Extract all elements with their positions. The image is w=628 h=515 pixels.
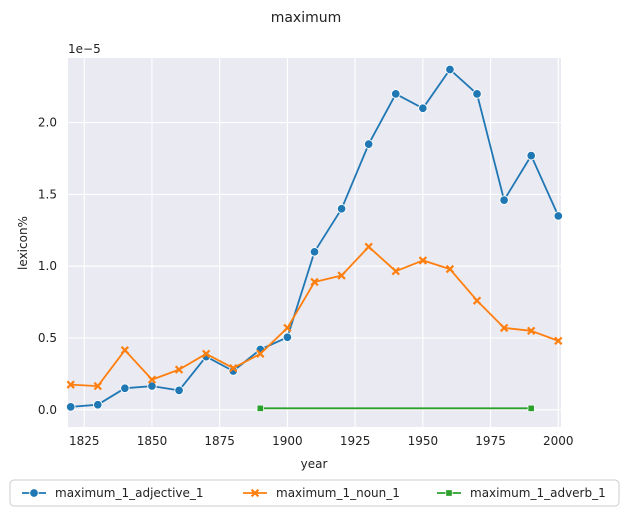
data-point xyxy=(336,204,347,214)
x-axis-label: year xyxy=(301,457,328,471)
data-point xyxy=(418,256,428,265)
series-layer xyxy=(65,64,564,412)
y-tick-label: 1.0 xyxy=(38,259,57,273)
data-point xyxy=(391,89,401,99)
x-tick-label: 1950 xyxy=(408,434,439,448)
data-point xyxy=(147,381,157,391)
x-tick-label: 2000 xyxy=(543,434,574,448)
data-point xyxy=(256,349,265,358)
data-point xyxy=(364,242,373,251)
legend-item: maximum_1_adverb_1 xyxy=(437,486,606,500)
legend-item: maximum_1_adjective_1 xyxy=(22,486,204,500)
data-point xyxy=(66,380,75,389)
data-point xyxy=(527,404,535,412)
data-point xyxy=(472,89,482,99)
x-tick-label: 1975 xyxy=(475,434,506,448)
data-point xyxy=(553,211,564,221)
data-point xyxy=(310,277,319,287)
data-point xyxy=(337,271,346,280)
data-point xyxy=(527,326,536,335)
legend-label: maximum_1_adjective_1 xyxy=(55,486,204,500)
plot-area xyxy=(68,58,561,427)
series-maximum_1_adjective_1 xyxy=(65,64,564,412)
y-tick-label: 0.5 xyxy=(38,331,57,345)
data-point xyxy=(309,247,320,257)
data-point xyxy=(472,296,482,305)
series-maximum_1_adverb_1 xyxy=(256,404,535,412)
x-tick-label: 1900 xyxy=(272,434,303,448)
data-point xyxy=(445,64,455,75)
data-point xyxy=(93,399,103,410)
y-axis-label: lexicon% xyxy=(16,216,30,270)
data-point xyxy=(418,103,428,114)
x-tick-label: 1825 xyxy=(69,434,100,448)
data-point xyxy=(174,365,184,374)
legend-item: maximum_1_noun_1 xyxy=(243,486,400,500)
legend-label: maximum_1_adverb_1 xyxy=(470,486,606,500)
x-axis-ticks: 1825 1850 1875 1900 1925 1950 1975 2000 xyxy=(69,434,574,448)
data-point xyxy=(174,385,184,396)
data-point xyxy=(256,404,264,412)
data-point xyxy=(201,349,211,358)
data-point xyxy=(282,332,293,343)
data-point xyxy=(445,489,453,497)
data-point xyxy=(29,488,39,498)
data-point xyxy=(120,383,130,393)
data-point xyxy=(526,150,536,161)
x-tick-label: 1875 xyxy=(204,434,235,448)
y-offset-label: 1e−5 xyxy=(68,42,101,56)
data-point xyxy=(93,381,102,391)
x-tick-label: 1850 xyxy=(137,434,168,448)
x-tick-label: 1925 xyxy=(340,434,371,448)
data-point xyxy=(363,139,374,149)
legend-frame xyxy=(9,479,620,507)
grid-lines xyxy=(68,58,561,427)
data-point xyxy=(499,195,509,205)
legend-label: maximum_1_noun_1 xyxy=(276,486,400,500)
series-maximum_1_noun_1 xyxy=(66,242,563,391)
data-point xyxy=(65,402,76,412)
data-point xyxy=(120,346,130,355)
data-point xyxy=(250,488,260,498)
data-point xyxy=(445,264,455,274)
chart-title: maximum xyxy=(271,10,342,26)
legend: maximum_1_adjective_1 maximum_1_noun_1 max… xyxy=(9,479,620,507)
data-point xyxy=(283,323,292,333)
data-point xyxy=(499,323,509,333)
data-point xyxy=(229,363,238,373)
y-tick-label: 0.0 xyxy=(38,403,57,417)
data-point xyxy=(554,336,563,346)
y-tick-label: 1.5 xyxy=(38,187,57,201)
data-point xyxy=(147,375,157,384)
y-tick-label: 2.0 xyxy=(38,116,57,130)
y-axis-ticks: 0.0 0.5 1.0 1.5 2.0 xyxy=(38,116,57,417)
data-point xyxy=(391,267,400,276)
